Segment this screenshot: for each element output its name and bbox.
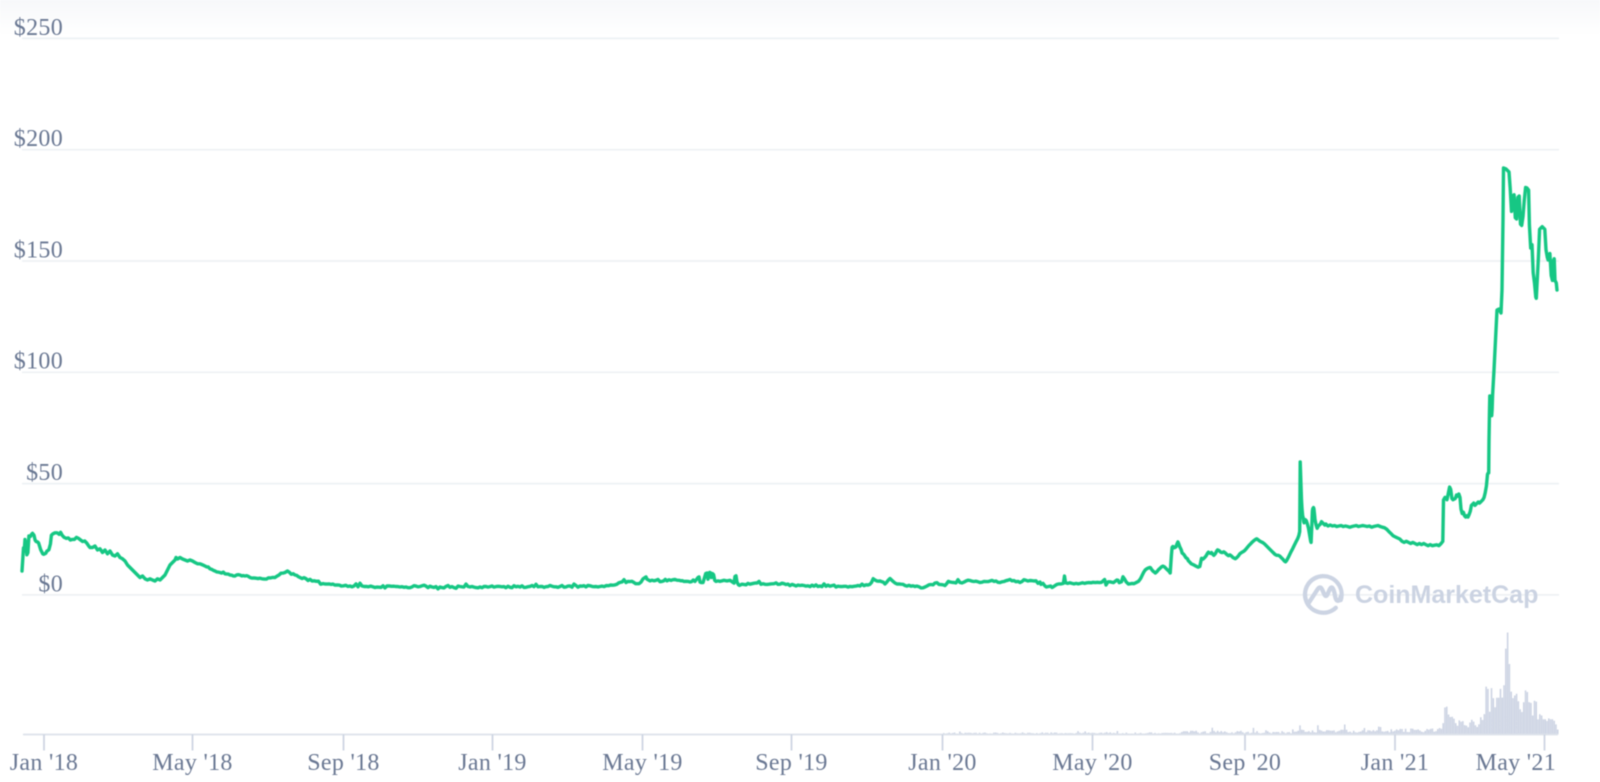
svg-text:May '19: May '19 — [602, 750, 682, 776]
svg-text:$200: $200 — [14, 126, 63, 152]
svg-text:$250: $250 — [14, 15, 63, 41]
svg-text:$100: $100 — [14, 349, 63, 375]
svg-text:Jan '18: Jan '18 — [10, 750, 78, 776]
svg-text:May '18: May '18 — [152, 750, 232, 776]
svg-text:Sep '18: Sep '18 — [307, 750, 379, 776]
svg-text:Jan '21: Jan '21 — [1361, 750, 1429, 776]
svg-text:Jan '19: Jan '19 — [458, 750, 526, 776]
svg-text:CoinMarketCap: CoinMarketCap — [1355, 581, 1538, 609]
svg-text:Sep '20: Sep '20 — [1209, 750, 1281, 776]
svg-text:Jan '20: Jan '20 — [908, 750, 976, 776]
svg-text:Sep '19: Sep '19 — [755, 750, 827, 776]
svg-text:$150: $150 — [14, 237, 63, 263]
svg-text:$0: $0 — [38, 571, 63, 597]
svg-text:$50: $50 — [26, 460, 63, 486]
svg-text:May '21: May '21 — [1476, 750, 1556, 776]
svg-text:May '20: May '20 — [1052, 750, 1132, 776]
